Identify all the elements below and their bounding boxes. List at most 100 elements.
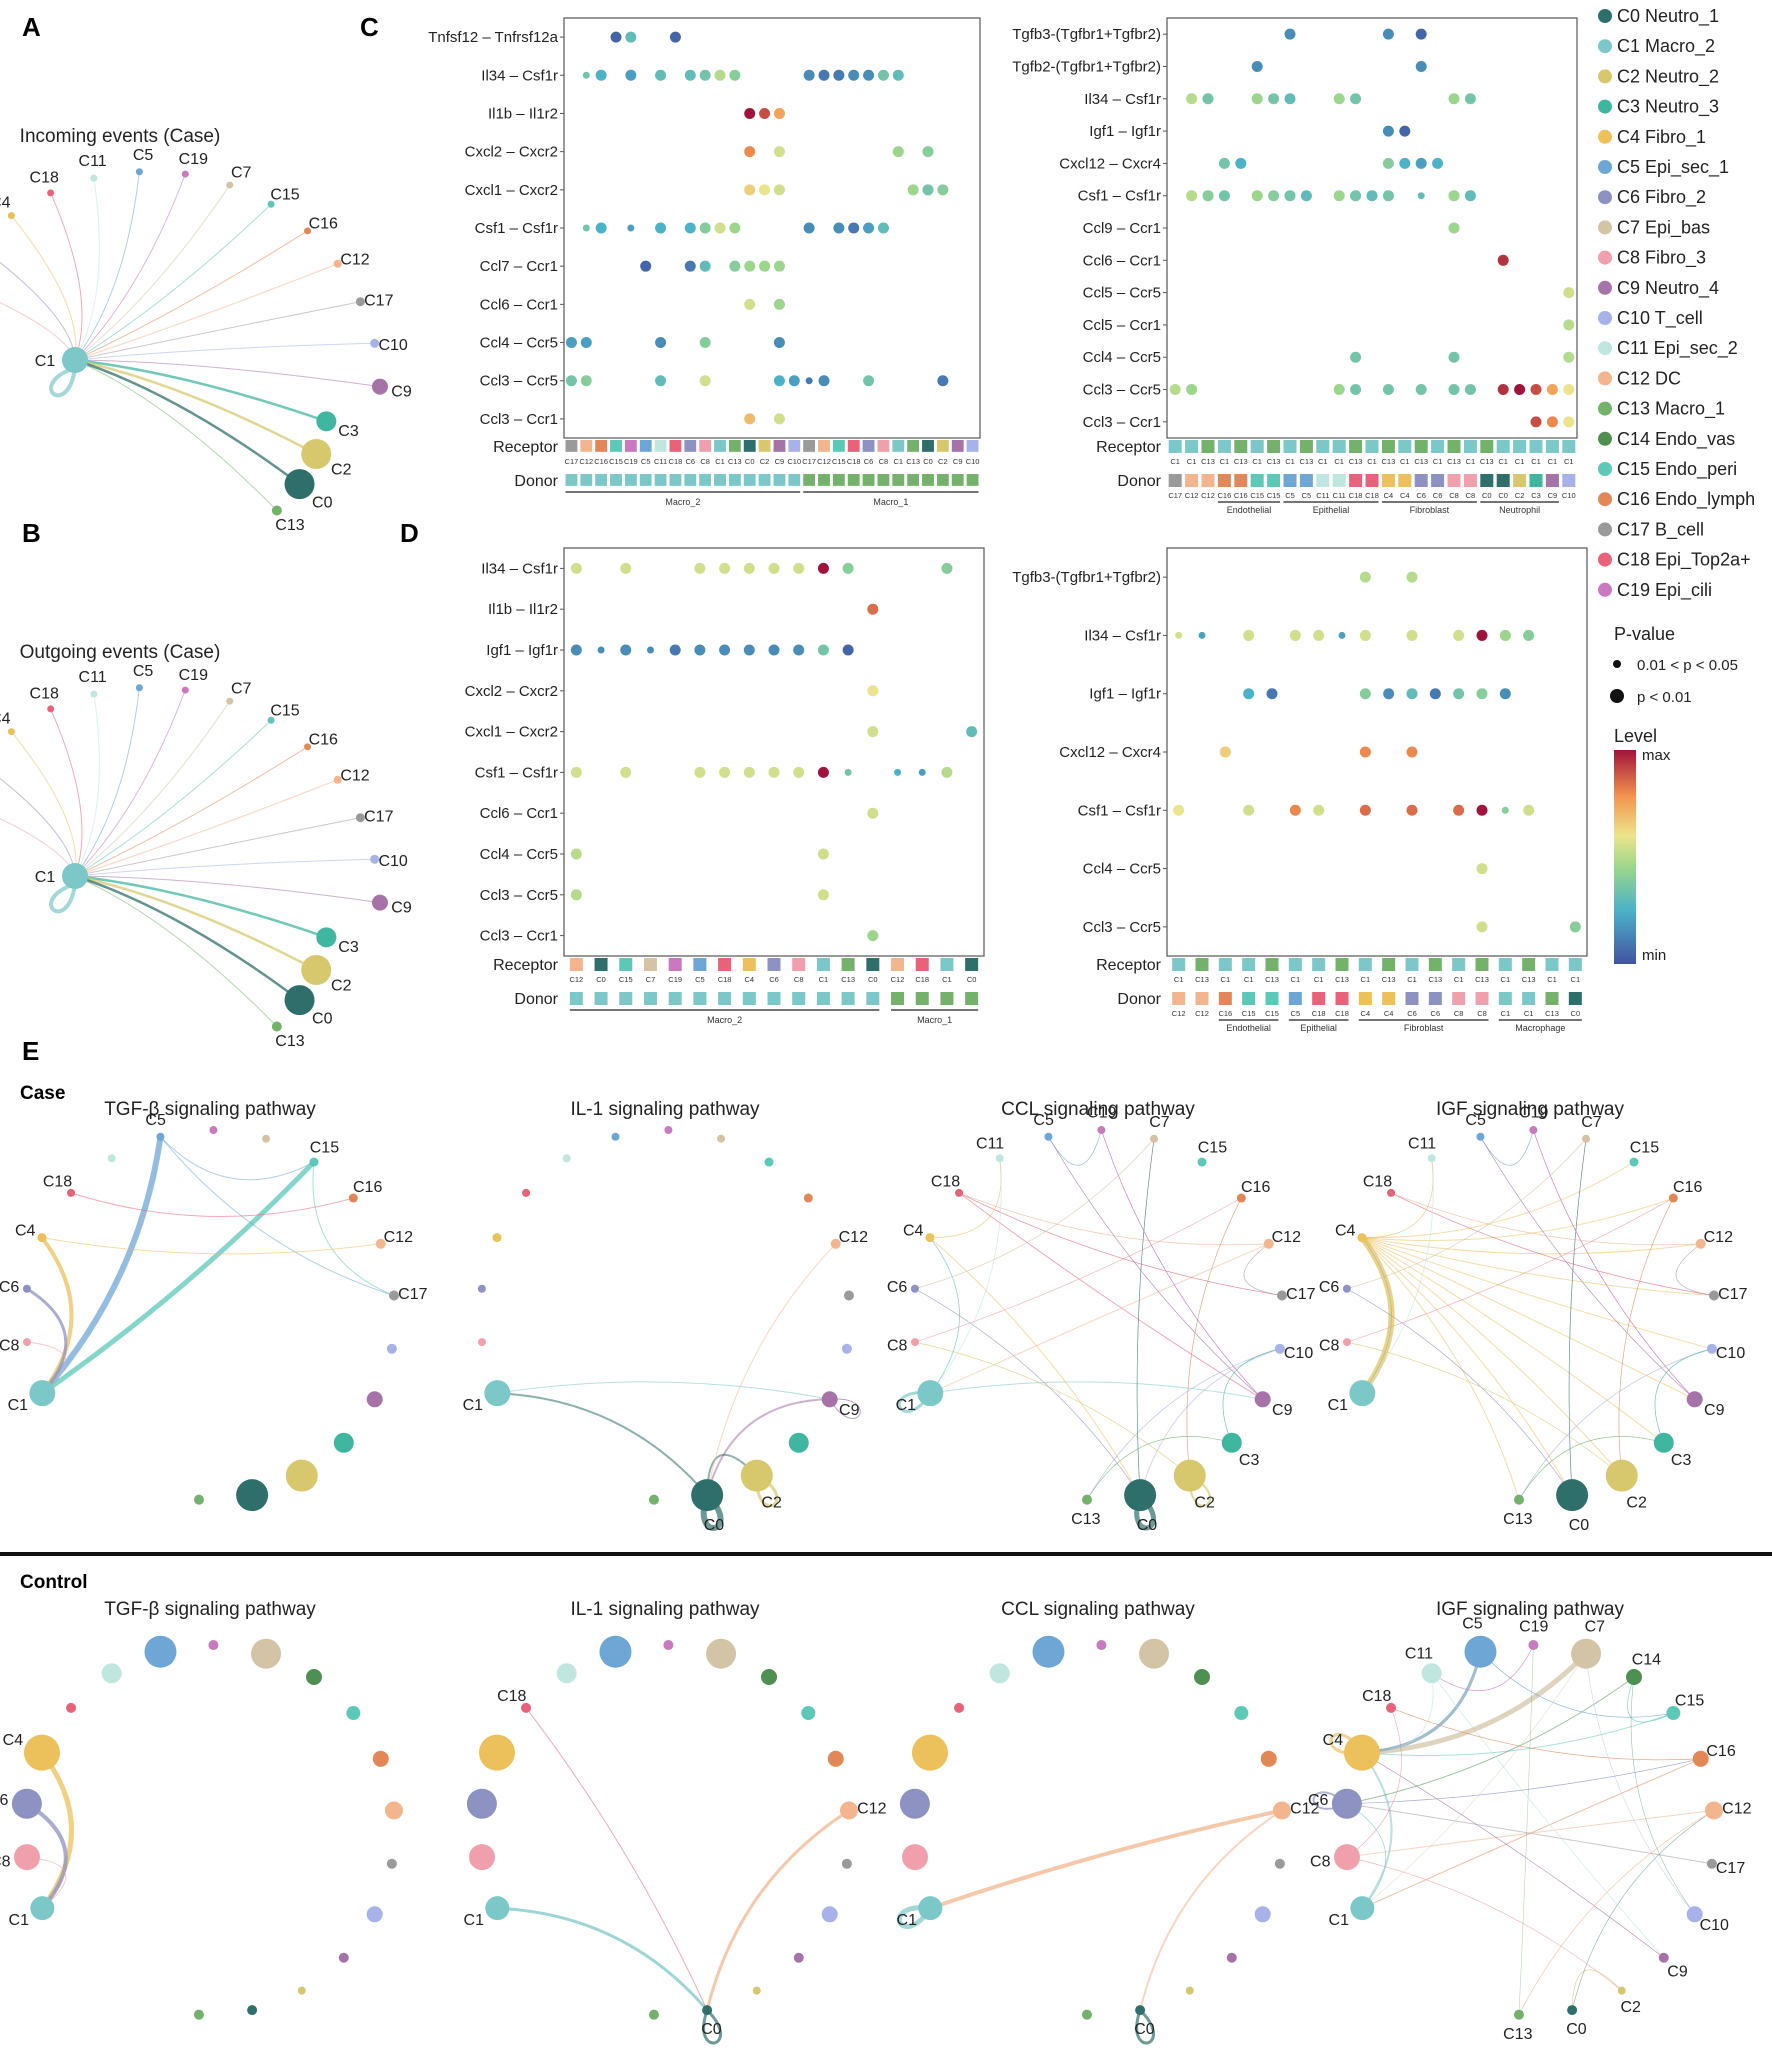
network-node <box>7 212 15 220</box>
dot-mark <box>714 69 726 81</box>
network-node <box>267 716 275 724</box>
dot-mark <box>817 562 829 574</box>
pathway-node <box>1333 1844 1360 1871</box>
pathway-edge <box>1362 1158 1434 1394</box>
receptor-swatch <box>1201 440 1215 453</box>
node-label: C12 <box>1722 1801 1751 1818</box>
donor-tick-label: C18 <box>1312 1009 1326 1018</box>
dot-mark <box>773 184 785 196</box>
dot-mark <box>817 766 829 778</box>
donor-swatch <box>668 992 682 1005</box>
receptor-tick-label: C13 <box>1428 975 1442 984</box>
receptor-tick-label: C1 <box>1501 975 1511 984</box>
network-edge <box>50 708 83 877</box>
receptor-swatch <box>1265 958 1279 971</box>
receptor-tick-label: C2 <box>938 457 948 466</box>
donor-swatch <box>965 992 979 1005</box>
pathway-edge <box>1346 1288 1573 1496</box>
dot-mark <box>759 184 771 196</box>
network-B: Outgoing events (Case)C8C6C4C18C11C5C19C… <box>0 642 412 1050</box>
pathway-node <box>740 1459 773 1492</box>
pathway-node <box>1427 1154 1436 1163</box>
pathway-self-loop <box>702 2009 722 2045</box>
donor-swatch <box>1288 992 1302 1005</box>
row-label: Tgfb3-(Tgfbr1+Tgfbr2) <box>1012 26 1161 43</box>
receptor-tick-label: C0 <box>596 975 606 984</box>
dot-mark <box>1219 746 1231 758</box>
row-label: Ccl3 – Ccr5 <box>1083 919 1161 936</box>
node-label: C10 <box>378 337 407 354</box>
pathway-edge <box>1533 1129 1695 1400</box>
dot-mark <box>1546 384 1558 396</box>
donor-tick-label: C18 <box>1335 1009 1349 1018</box>
pathway-node <box>1236 1193 1246 1203</box>
receptor-tick-label: C1 <box>819 975 829 984</box>
receptor-tick-label: C12 <box>579 457 593 466</box>
dot-mark <box>1476 688 1488 700</box>
receptor-swatch <box>742 958 756 971</box>
receptor-swatch <box>743 440 756 452</box>
receptor-swatch <box>1431 440 1445 453</box>
pathway-edge <box>1518 1348 1712 1500</box>
dot-mark <box>1186 190 1198 202</box>
node-label: C0 <box>1566 2021 1587 2038</box>
dot-mark <box>743 766 755 778</box>
dot-mark <box>1300 190 1312 202</box>
pathway-node <box>717 1134 726 1143</box>
network-edge <box>74 874 327 939</box>
pathway-node <box>1343 1734 1380 1771</box>
donor-swatch <box>1414 474 1428 487</box>
network-edge <box>74 301 361 361</box>
row-label: Ccl4 – Ccr5 <box>1083 349 1161 366</box>
dot-mark <box>966 726 978 738</box>
pathway-edge <box>1480 1651 1674 1718</box>
dot-mark <box>1243 804 1255 816</box>
network-node <box>301 955 332 986</box>
pathway-node <box>1272 1801 1291 1820</box>
network-edge <box>74 359 381 388</box>
network-node <box>284 469 315 500</box>
row-label: Ccl3 – Ccr1 <box>1083 414 1161 431</box>
network-node <box>371 378 388 395</box>
donor-group-label: Fibroblast <box>1410 505 1450 515</box>
row-label: Ccl6 – Ccr1 <box>480 805 558 822</box>
donor-swatch <box>1358 992 1372 1005</box>
pathway-edge <box>1101 1129 1263 1400</box>
receptor-swatch <box>684 440 697 452</box>
receptor-swatch <box>1522 958 1536 971</box>
receptor-swatch <box>1195 958 1209 971</box>
donor-swatch <box>877 474 890 486</box>
donor-swatch <box>643 992 657 1005</box>
receptor-tick-label: C18 <box>669 457 683 466</box>
legend-label: C1 Macro_2 <box>1617 36 1715 57</box>
pathway-edge <box>1346 1197 1674 1343</box>
legend-label: C8 Fibro_3 <box>1617 248 1706 269</box>
dot-mark <box>793 766 805 778</box>
node-label: C0 <box>704 1517 725 1534</box>
node-label: C1 <box>8 1397 29 1414</box>
dot-mark <box>1464 93 1476 105</box>
node-label: C18 <box>1362 1688 1391 1705</box>
donor-swatch <box>1513 474 1527 487</box>
dotplot-frame <box>563 17 981 439</box>
donor-tick-label: C5 <box>1291 1009 1301 1018</box>
dot-mark <box>1415 60 1427 72</box>
pathway-node <box>1571 1638 1602 1669</box>
legend-swatch <box>1598 280 1612 295</box>
pathway-edge <box>160 1136 395 1296</box>
pathway-node <box>1234 1706 1249 1721</box>
node-label: C1 <box>1329 1912 1350 1929</box>
donor-swatch <box>619 992 633 1005</box>
receptor-swatch <box>1480 440 1494 453</box>
receptor-tick-label: C17 <box>565 457 579 466</box>
donor-swatch <box>1217 474 1231 487</box>
dot-mark <box>1476 863 1488 875</box>
pathway-edge <box>1136 1138 1155 1496</box>
pathway-edge <box>1361 1752 1664 1959</box>
donor-swatch <box>816 992 830 1005</box>
row-label: Ccl4 – Ccr5 <box>480 335 558 352</box>
network-node <box>316 927 337 948</box>
donor-tick-label: C8 <box>1477 1009 1487 1018</box>
donor-group-label: Macro_2 <box>707 1015 742 1025</box>
donor-tick-label: C11 <box>1316 491 1329 500</box>
